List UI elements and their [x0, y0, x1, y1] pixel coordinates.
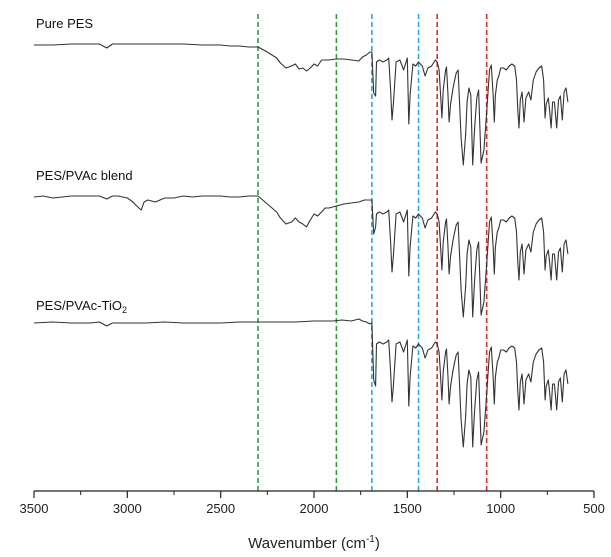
series-label-1: Pure PES [36, 16, 93, 31]
x-axis-title-close: ) [375, 535, 380, 552]
series-label-main: PES/PVAc-TiO [36, 298, 122, 313]
spectra-traces [33, 43, 569, 448]
series-label-3: PES/PVAc-TiO2 [36, 298, 127, 315]
series-labels: Pure PES PES/PVAc blend PES/PVAc-TiO2 [36, 16, 133, 315]
x-tick-label: 1500 [393, 501, 422, 516]
series-label-subscript: 2 [122, 305, 127, 315]
x-axis: 3500 3000 2500 2000 1500 1000 500 [20, 490, 605, 516]
reference-lines [257, 14, 488, 491]
x-axis-title-sup: -1 [366, 534, 375, 545]
x-axis-ticks: 3500 3000 2500 2000 1500 1000 500 [20, 491, 605, 516]
x-tick-label: 2500 [206, 501, 235, 516]
series-label-main: Pure PES [36, 16, 93, 31]
x-tick-label: 3000 [113, 501, 142, 516]
x-tick-label: 2000 [300, 501, 329, 516]
series-line-1 [34, 43, 569, 166]
x-tick-label: 1000 [486, 501, 515, 516]
x-tick-label: 3500 [20, 501, 49, 516]
series-label-main: PES/PVAc blend [36, 168, 133, 183]
series-line-2 [33, 195, 569, 318]
x-axis-title-main: Wavenumber (cm [248, 535, 366, 552]
x-tick-label: 500 [583, 501, 605, 516]
x-axis-title: Wavenumber (cm-1) [248, 534, 380, 552]
series-line-3 [33, 318, 569, 448]
series-label-2: PES/PVAc blend [36, 168, 133, 183]
